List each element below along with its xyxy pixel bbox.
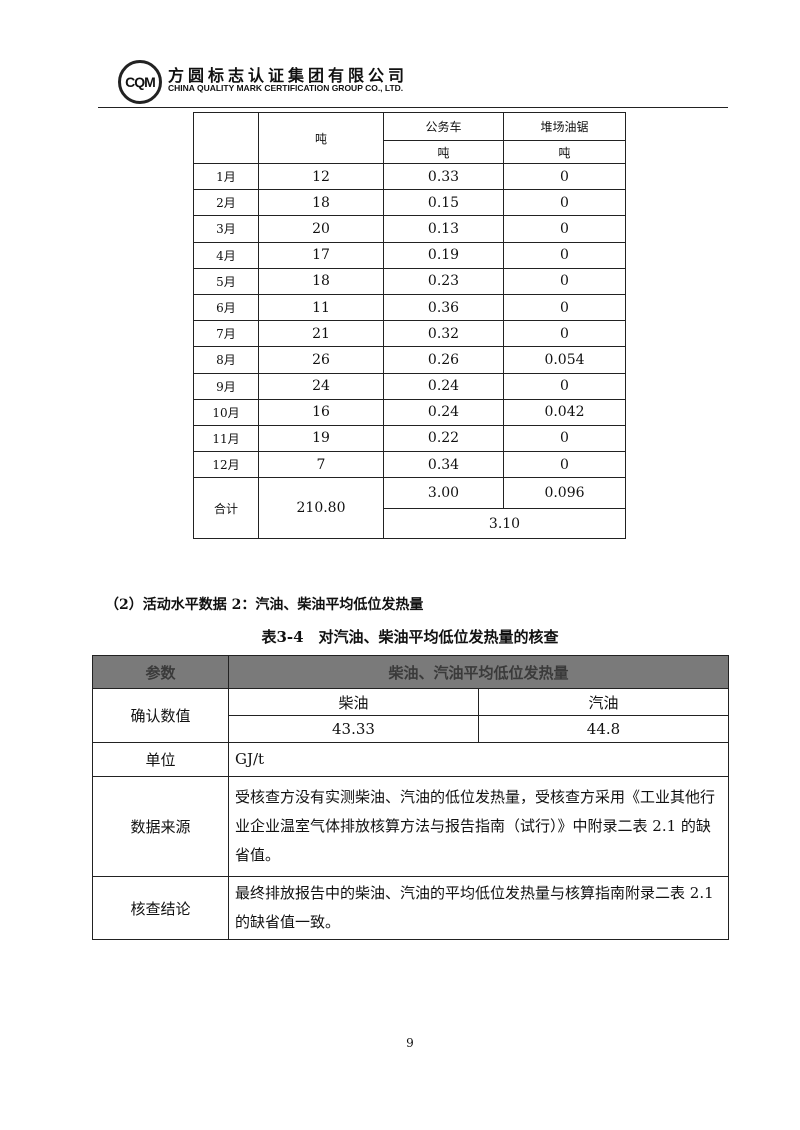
table-row: 7月 21 0.32 0 [193,320,626,348]
monthly-fuel-table: 吨 公务车 堆场油锯 吨 吨 1月 12 0.33 0 2月 18 0.15 0 3月 20 0.1… [193,112,626,540]
value-cell: 0 [503,424,626,453]
value-cell: 0.36 [383,293,504,322]
month-cell: 10月 [193,398,259,426]
value-cell: 0 [503,372,626,400]
value-cell: 0.22 [383,424,504,453]
unit-label: 单位 [92,742,229,777]
blank-header-cell [193,112,259,164]
value-cell: 0 [503,293,626,322]
value-cell: 0 [503,162,626,191]
source-label: 数据来源 [92,776,229,877]
month-cell: 5月 [193,267,259,295]
gasoline-label: 汽油 [477,688,730,716]
value-cell: 0.24 [383,372,504,400]
table-row: 8月 26 0.26 0.054 [193,346,626,374]
cqm-logo: CQM [118,60,162,104]
diesel-label: 柴油 [228,688,479,716]
month-cell: 12月 [193,451,259,479]
table-row: 9月 24 0.24 0 [193,372,626,400]
month-cell: 2月 [193,189,259,217]
month-cell: 8月 [193,346,259,374]
month-cell: 6月 [193,293,259,322]
value-cell: 0.13 [383,215,504,243]
table-row: 12月 7 0.34 0 [193,451,626,479]
heat-value-table: 参数 柴油、汽油平均低位发热量 确认数值 柴油 汽油 43.33 44.8 单位… [92,655,730,940]
value-cell: 11 [258,293,384,322]
table-row: 10月 16 0.24 0.042 [193,398,626,426]
col4-unit: 吨 [503,140,626,164]
param-header: 参数 [92,655,229,689]
total-col2: 210.80 [258,477,384,540]
table-row: 3月 20 0.13 0 [193,215,626,243]
table-row: 6月 11 0.36 0 [193,293,626,322]
month-cell: 7月 [193,320,259,348]
value-header: 柴油、汽油平均低位发热量 [227,655,730,689]
gasoline-value: 44.8 [477,715,730,743]
value-cell: 24 [258,372,384,400]
value-cell: 0.042 [503,398,626,426]
month-cell: 3月 [193,215,259,243]
month-cell: 9月 [193,372,259,400]
value-cell: 21 [258,320,384,348]
company-name-cn: 方圆标志认证集团有限公司 [168,66,409,85]
value-cell: 0.34 [383,451,504,479]
table-caption: 表3-4 对汽油、柴油平均低位发热量的核查 [261,628,559,646]
month-cell: 4月 [193,241,259,269]
value-cell: 16 [258,398,384,426]
col2-unit: 吨 [258,112,384,164]
month-cell: 11月 [193,424,259,453]
header-divider [98,107,728,108]
unit-value: GJ/t [227,742,730,777]
value-cell: 20 [258,215,384,243]
table-row: 2月 18 0.15 0 [193,189,626,217]
value-cell: 0.23 [383,267,504,295]
total-combined: 3.10 [383,508,626,540]
table-row: 11月 19 0.22 0 [193,424,626,453]
table-row: 4月 17 0.19 0 [193,241,626,269]
month-cell: 1月 [193,162,259,191]
section-heading: （2）活动水平数据 2：汽油、柴油平均低位发热量 [105,597,424,613]
conclusion-text: 最终排放报告中的柴油、汽油的平均低位发热量与核算指南附录二表 2.1 的缺省值一… [227,876,730,940]
value-cell: 0 [503,241,626,269]
value-cell: 0.15 [383,189,504,217]
value-cell: 0 [503,320,626,348]
table-row: 5月 18 0.23 0 [193,267,626,295]
value-cell: 0 [503,267,626,295]
value-cell: 17 [258,241,384,269]
value-cell: 0 [503,189,626,217]
value-cell: 0.054 [503,346,626,374]
value-cell: 19 [258,424,384,453]
value-cell: 0.33 [383,162,504,191]
total-col3: 3.00 [383,477,504,510]
value-cell: 18 [258,189,384,217]
value-cell: 0.32 [383,320,504,348]
table-row: 1月 12 0.33 0 [193,162,626,191]
source-text: 受核查方没有实测柴油、汽油的低位发热量，受核查方采用《工业其他行业企业温室气体排… [227,776,730,877]
value-cell: 0.19 [383,241,504,269]
col3-header: 公务车 [383,112,504,141]
diesel-value: 43.33 [228,715,479,743]
value-cell: 26 [258,346,384,374]
value-cell: 0 [503,215,626,243]
company-name-en: CHINA QUALITY MARK CERTIFICATION GROUP C… [168,83,404,93]
total-label: 合计 [193,477,259,540]
total-col4: 0.096 [503,477,626,510]
value-cell: 0 [503,451,626,479]
value-cell: 7 [258,451,384,479]
value-cell: 12 [258,162,384,191]
conclusion-label: 核查结论 [92,876,229,940]
confirmed-label: 确认数值 [92,688,229,743]
value-cell: 18 [258,267,384,295]
value-cell: 0.26 [383,346,504,374]
col4-header: 堆场油锯 [503,112,626,141]
value-cell: 0.24 [383,398,504,426]
page-number: 9 [406,1036,414,1050]
col3-unit: 吨 [383,140,504,164]
